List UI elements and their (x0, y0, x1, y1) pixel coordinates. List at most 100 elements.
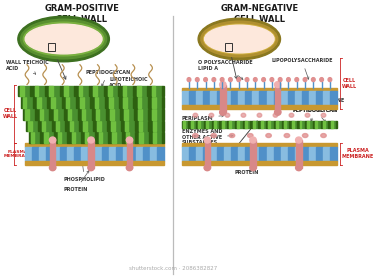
Text: LIPOPROTEIN: LIPOPROTEIN (214, 121, 257, 154)
Bar (153, 121, 156, 131)
Bar (81, 147, 88, 161)
Bar (245, 121, 250, 128)
Bar (323, 147, 330, 161)
Bar (336, 121, 337, 128)
Ellipse shape (209, 113, 214, 117)
Text: PLASMA
MEMBRANE: PLASMA MEMBRANE (342, 148, 374, 159)
Bar (90, 97, 92, 108)
Bar (97, 121, 107, 131)
Bar (190, 121, 191, 128)
Bar (47, 86, 49, 96)
Bar (212, 121, 213, 128)
Bar (58, 132, 61, 143)
Bar (74, 147, 81, 161)
Bar (188, 121, 190, 128)
Bar (83, 132, 85, 143)
Bar (274, 92, 280, 105)
Bar (126, 132, 135, 143)
Ellipse shape (321, 113, 326, 117)
Bar (323, 121, 325, 128)
Text: ENZYMES AND
OTHER ACTIVE
SUBSTANCES: ENZYMES AND OTHER ACTIVE SUBSTANCES (182, 129, 233, 145)
Bar (76, 97, 78, 108)
Bar (196, 147, 203, 161)
Bar (217, 92, 224, 105)
Bar (49, 97, 52, 108)
Bar (149, 132, 151, 143)
Bar (79, 86, 89, 96)
Bar (23, 109, 26, 120)
Ellipse shape (49, 165, 56, 171)
Bar (189, 92, 196, 105)
Ellipse shape (18, 16, 109, 62)
Bar (56, 132, 58, 143)
Bar (143, 147, 150, 161)
Bar (92, 109, 94, 120)
Ellipse shape (289, 113, 294, 117)
Bar (150, 121, 153, 131)
Bar (330, 92, 337, 105)
Bar (81, 132, 83, 143)
Bar (83, 121, 87, 131)
Bar (108, 132, 110, 143)
Ellipse shape (253, 78, 257, 81)
Bar (235, 121, 236, 128)
Bar (292, 121, 294, 128)
Bar (252, 147, 259, 161)
Ellipse shape (220, 81, 226, 88)
Bar (229, 121, 232, 128)
Bar (282, 121, 283, 128)
Bar (222, 121, 224, 128)
Text: shutterstock.com · 2086382827: shutterstock.com · 2086382827 (129, 266, 218, 271)
Bar (148, 109, 150, 120)
Bar (151, 132, 153, 143)
Bar (83, 121, 93, 131)
Ellipse shape (196, 78, 199, 81)
Ellipse shape (201, 21, 278, 57)
Bar (283, 121, 284, 128)
Ellipse shape (250, 165, 256, 171)
Text: PERIPLASM: PERIPLASM (182, 115, 224, 121)
Bar (123, 97, 133, 108)
Bar (60, 147, 67, 161)
Bar (107, 97, 109, 108)
Bar (92, 97, 95, 108)
Bar (137, 132, 139, 143)
Bar (112, 132, 121, 143)
Bar (106, 109, 108, 120)
Bar (20, 86, 30, 96)
Bar (42, 121, 52, 131)
Ellipse shape (229, 134, 235, 137)
Bar (206, 121, 208, 128)
Bar (274, 121, 275, 128)
Ellipse shape (296, 137, 302, 143)
Bar (214, 121, 219, 128)
Bar (122, 109, 124, 120)
Text: GRAM-NEGATIVE
CELL WALL: GRAM-NEGATIVE CELL WALL (220, 4, 299, 24)
Ellipse shape (198, 18, 280, 60)
Bar (261, 121, 266, 128)
Bar (95, 147, 102, 161)
Ellipse shape (257, 113, 262, 117)
Bar (71, 132, 81, 143)
Bar (97, 121, 101, 131)
Bar (297, 121, 298, 128)
Bar (56, 121, 65, 131)
Ellipse shape (266, 134, 271, 137)
Text: PROTEIN: PROTEIN (235, 170, 259, 175)
Ellipse shape (204, 137, 211, 143)
Bar (31, 132, 40, 143)
Bar (153, 121, 162, 131)
Bar (275, 85, 280, 112)
Bar (118, 86, 120, 96)
Ellipse shape (204, 78, 208, 81)
Bar (268, 121, 274, 128)
Bar (162, 97, 164, 108)
Bar (126, 132, 129, 143)
Bar (316, 147, 323, 161)
Bar (40, 132, 42, 143)
Ellipse shape (321, 134, 326, 137)
Bar (237, 121, 239, 128)
Bar (49, 109, 52, 120)
Bar (203, 147, 210, 161)
Bar (115, 147, 123, 161)
